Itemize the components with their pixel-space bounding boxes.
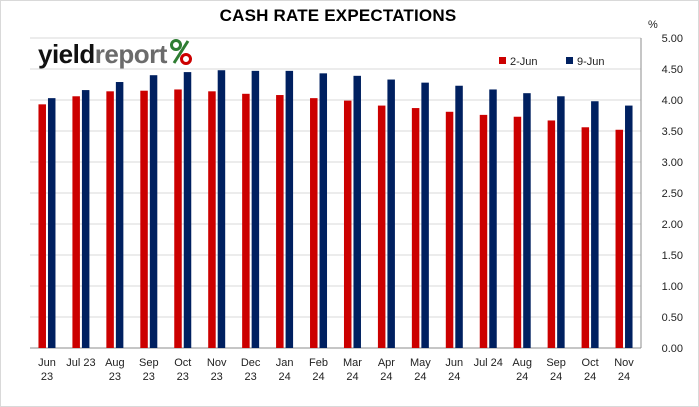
x-tick-label: Jun 24	[445, 357, 463, 383]
legend-swatch	[566, 57, 573, 64]
legend: 2-Jun 9-Jun	[499, 56, 605, 68]
bars	[38, 70, 633, 349]
bar-series1	[106, 91, 114, 348]
y-tick-label: 3.50	[662, 126, 683, 138]
yieldreport-logo: yieldreport	[38, 39, 192, 70]
legend-label: 9-Jun	[577, 56, 605, 68]
bar-series1	[513, 116, 522, 349]
y-tick-label: 2.50	[662, 188, 683, 200]
bar-series1	[38, 104, 46, 348]
legend-swatch	[499, 57, 506, 64]
x-tick-label: Jul 24	[474, 357, 503, 369]
bar-series2	[285, 70, 294, 349]
bar-series2	[421, 82, 429, 348]
x-axis-ticks: Jun 23 Jul 23 Aug 23 Sep 23 Oct 23 Nov 23 Dec 23 Jan 2…	[38, 357, 634, 383]
bar-series1	[615, 129, 624, 348]
bar-series1	[242, 93, 250, 348]
x-tick-label: Jan 24	[276, 357, 294, 383]
bar-series2	[183, 72, 192, 348]
bar-series2	[387, 79, 395, 348]
x-tick-label: Jun 23	[38, 357, 56, 383]
y-axis-ticks: 0.00 0.50 1.00 1.50 2.00 2.50 3.00 3.50 4.00 4.50…	[662, 33, 683, 355]
bar-series1	[174, 89, 182, 349]
bar-series2	[591, 101, 599, 349]
chart-title: CASH RATE EXPECTATIONS	[219, 6, 457, 25]
x-tick-label: Nov 24	[614, 357, 634, 383]
bar-series1	[581, 127, 590, 348]
x-tick-label: Feb 24	[309, 357, 328, 383]
bar-series1	[72, 96, 80, 348]
bar-series1	[310, 98, 318, 348]
bar-series1	[411, 108, 420, 348]
logo-text-yield: yield	[38, 39, 95, 69]
y-tick-label: 0.50	[662, 312, 683, 324]
bar-series2	[523, 93, 531, 349]
bar-series1	[377, 105, 386, 348]
y-tick-label: 4.50	[662, 64, 683, 76]
bar-series1	[445, 111, 454, 348]
bar-series1	[276, 95, 284, 348]
bar-series1	[343, 100, 352, 349]
bar-series2	[489, 89, 497, 349]
x-tick-label: Apr 24	[378, 357, 395, 383]
y-tick-label: 0.00	[662, 343, 683, 355]
y-tick-label: 4.00	[662, 95, 683, 107]
percent-logo-icon	[169, 39, 192, 65]
x-tick-label: Oct 23	[174, 357, 191, 383]
x-tick-label: Oct 24	[582, 357, 599, 383]
bar-series2	[217, 70, 226, 349]
x-tick-label: Sep 24	[546, 357, 566, 383]
bar-series2	[149, 75, 158, 348]
gridlines	[30, 37, 642, 349]
y-tick-label: 1.50	[662, 250, 683, 262]
bar-series2	[47, 98, 56, 348]
bar-series2	[81, 90, 90, 348]
x-tick-label: May 24	[410, 357, 431, 383]
bar-series2	[115, 82, 124, 349]
x-tick-label: Aug 23	[105, 357, 125, 383]
bar-series2	[353, 75, 361, 348]
bar-series1	[547, 120, 556, 349]
bar-series2	[251, 70, 260, 349]
bar-series2	[557, 96, 565, 348]
y-tick-label: 2.00	[662, 219, 683, 231]
logo-text-report: report	[94, 39, 168, 69]
y-axis-label: %	[648, 19, 658, 31]
bar-series2	[455, 85, 463, 349]
bar-series2	[625, 105, 633, 348]
x-tick-label: Nov 23	[207, 357, 227, 383]
x-tick-label: Sep 23	[139, 357, 159, 383]
x-tick-label: Dec 23	[241, 357, 261, 383]
y-tick-label: 3.00	[662, 157, 683, 169]
bar-series1	[479, 114, 488, 348]
y-tick-label: 5.00	[662, 33, 683, 45]
x-tick-label: Aug 24	[512, 357, 532, 383]
legend-label: 2-Jun	[510, 56, 538, 68]
bar-series1	[208, 91, 216, 348]
bar-series2	[319, 73, 328, 348]
bar-series1	[140, 90, 148, 348]
x-tick-label: Mar 24	[343, 357, 362, 383]
x-tick-label: Jul 23	[66, 357, 95, 369]
y-tick-label: 1.00	[662, 281, 683, 293]
